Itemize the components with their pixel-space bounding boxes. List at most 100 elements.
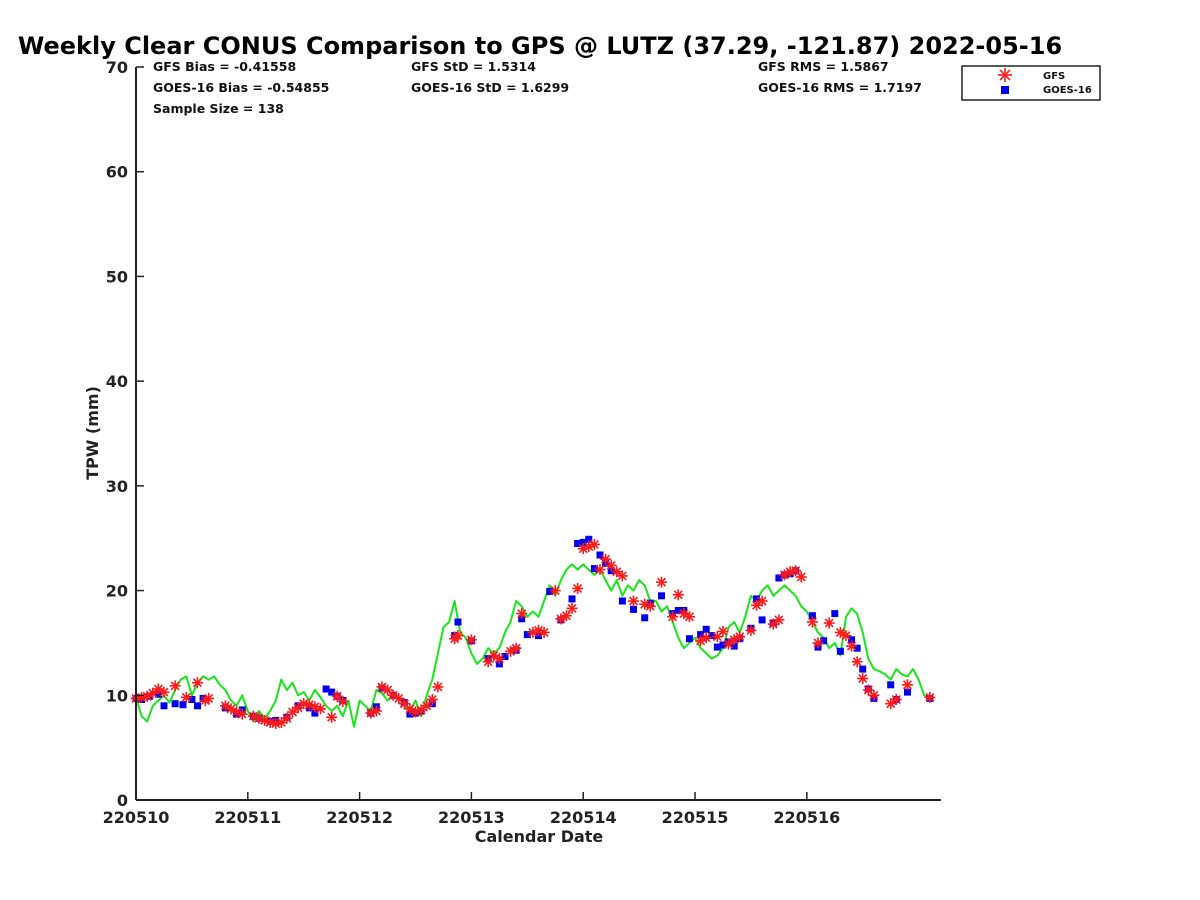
gfs-point bbox=[840, 630, 852, 642]
tick-labels: 0 10 20 30 40 50 60 70 220510 220511 220512 220513 2… bbox=[103, 58, 841, 827]
stat-gfs-rms: GFS RMS = 1.5867 bbox=[758, 59, 889, 74]
goes16-point bbox=[808, 612, 816, 620]
gfs-point bbox=[751, 599, 763, 611]
gfs-point bbox=[191, 677, 203, 689]
gfs-point bbox=[616, 570, 628, 582]
gfs-point bbox=[812, 637, 824, 649]
goes16-point bbox=[753, 595, 760, 603]
gfs-point bbox=[628, 595, 640, 607]
goes16-point bbox=[618, 597, 626, 605]
y-tick-label: 60 bbox=[106, 163, 128, 182]
goes16-point bbox=[775, 574, 783, 582]
gfs-point bbox=[270, 718, 282, 730]
goes16-point bbox=[658, 592, 665, 600]
gfs-point bbox=[734, 631, 746, 643]
stat-gfs-bias: GFS Bias = -0.41558 bbox=[153, 59, 296, 74]
gfs-point bbox=[823, 617, 835, 629]
gfs-point bbox=[236, 708, 248, 720]
gfs-point bbox=[890, 693, 902, 705]
y-tick-label: 10 bbox=[106, 686, 128, 705]
gfs-point bbox=[287, 706, 299, 718]
legend-goes16-marker bbox=[1001, 86, 1009, 94]
x-tick-label: 220510 bbox=[103, 808, 170, 827]
goes16-point bbox=[454, 618, 462, 626]
goes16-point bbox=[160, 702, 168, 710]
gfs-point bbox=[846, 640, 858, 652]
y-tick-label: 40 bbox=[106, 372, 128, 391]
gfs-point bbox=[432, 681, 444, 693]
gfs-point bbox=[862, 684, 874, 696]
gfs-point bbox=[158, 686, 170, 698]
legend-gfs-asterisk bbox=[998, 68, 1012, 82]
gfs-point bbox=[493, 653, 505, 665]
legend-box bbox=[961, 65, 1101, 101]
goes16-point bbox=[328, 688, 336, 696]
gfs-point bbox=[700, 632, 712, 644]
gfs-point bbox=[611, 566, 623, 578]
y-axis-label: TPW (mm) bbox=[83, 386, 102, 480]
gfs-point bbox=[560, 610, 572, 622]
goes16-point bbox=[523, 631, 531, 639]
chart-title: Weekly Clear CONUS Comparison to GPS @ L… bbox=[18, 32, 1062, 60]
gfs-point bbox=[203, 692, 215, 704]
gfs-point bbox=[795, 571, 807, 583]
y-tick-label: 50 bbox=[106, 267, 128, 286]
gfs-point bbox=[510, 642, 522, 654]
gfs-point bbox=[326, 711, 338, 723]
gps-series bbox=[135, 563, 931, 728]
gfs-point bbox=[426, 693, 438, 705]
y-tick-label: 0 bbox=[117, 791, 128, 810]
goes16-point bbox=[887, 681, 895, 689]
gfs-point bbox=[600, 553, 612, 565]
gfs-point bbox=[745, 624, 757, 636]
gfs-point bbox=[538, 626, 550, 638]
gps-line bbox=[135, 563, 931, 728]
gfs-point bbox=[482, 656, 494, 668]
stat-goes-std: GOES-16 StD = 1.6299 bbox=[411, 80, 569, 95]
gfs-point bbox=[337, 696, 349, 708]
gfs-point bbox=[756, 595, 768, 607]
x-tick-label: 220511 bbox=[214, 808, 281, 827]
goes16-point bbox=[322, 685, 330, 693]
goes16-point bbox=[585, 535, 593, 543]
gfs-point bbox=[885, 698, 897, 710]
goes16-point bbox=[702, 625, 710, 633]
gfs-point bbox=[415, 704, 427, 716]
gfs-point bbox=[868, 689, 880, 701]
goes16-point bbox=[848, 636, 856, 644]
stat-sample-size: Sample Size = 138 bbox=[153, 101, 284, 116]
x-tick-label: 220513 bbox=[438, 808, 505, 827]
y-tick-label: 70 bbox=[106, 58, 128, 77]
gfs-point bbox=[851, 656, 863, 668]
gfs-point bbox=[549, 585, 561, 597]
x-tick-label: 220516 bbox=[773, 808, 840, 827]
gfs-point bbox=[857, 673, 869, 685]
gfs-point bbox=[644, 600, 656, 612]
goes16-point bbox=[568, 595, 576, 603]
goes16-point bbox=[596, 551, 604, 559]
gfs-point bbox=[773, 614, 785, 626]
stat-gfs-std: GFS StD = 1.5314 bbox=[411, 59, 536, 74]
gfs-point bbox=[292, 702, 304, 714]
goes16-point bbox=[179, 701, 187, 709]
legend-gfs-label: GFS bbox=[1043, 71, 1065, 82]
gfs-point bbox=[683, 611, 695, 623]
gfs-point bbox=[370, 705, 382, 717]
goes16-point bbox=[171, 700, 179, 708]
gfs-point bbox=[723, 638, 735, 650]
gfs-point bbox=[901, 679, 913, 691]
gfs-point bbox=[672, 589, 684, 601]
gfs-point bbox=[555, 613, 567, 625]
legend-goes16-label: GOES-16 bbox=[1043, 85, 1092, 96]
gfs-point bbox=[594, 564, 606, 576]
goes16-point bbox=[730, 642, 738, 650]
gfs-point bbox=[572, 582, 584, 594]
stat-goes-rms: GOES-16 RMS = 1.7197 bbox=[758, 80, 922, 95]
goes16-point bbox=[501, 653, 509, 660]
gfs-point bbox=[588, 538, 600, 550]
goes16-point bbox=[859, 665, 867, 673]
goes16-point bbox=[719, 641, 727, 649]
goes16-point bbox=[713, 643, 721, 651]
x-tick-label: 220512 bbox=[326, 808, 393, 827]
